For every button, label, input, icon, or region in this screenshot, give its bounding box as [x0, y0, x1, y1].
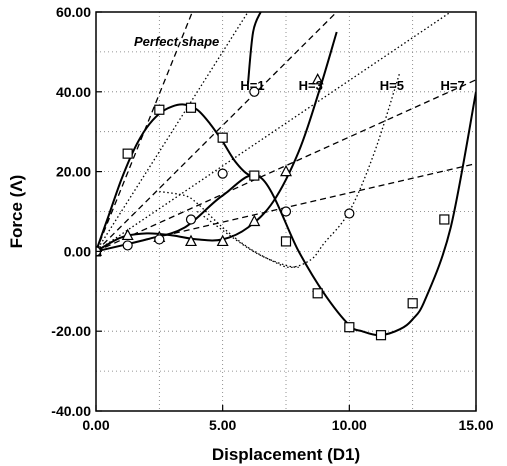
y-tick-label: 60.00	[56, 4, 91, 20]
circle-marker	[280, 206, 292, 217]
series-line-8	[96, 12, 338, 252]
y-axis-label: Force (Λ)	[7, 175, 26, 249]
square-marker	[439, 214, 450, 225]
series-line-11	[96, 12, 249, 252]
y-tick-label: 20.00	[56, 164, 91, 180]
square-marker	[375, 330, 387, 341]
grid	[96, 12, 476, 411]
annotation-label: H=5	[380, 78, 404, 93]
annotation-label: Perfect shape	[134, 34, 219, 49]
square-marker	[407, 298, 418, 309]
triangle-marker	[311, 73, 324, 85]
marker-layer	[96, 73, 450, 341]
y-tick-label: 40.00	[56, 84, 91, 100]
x-tick-label: 10.00	[332, 417, 367, 433]
series-line-7	[96, 12, 193, 252]
triangle-marker	[121, 228, 134, 241]
triangle-marker	[216, 234, 229, 247]
triangle-marker	[248, 214, 261, 227]
annotation-label: H=7	[441, 78, 465, 93]
square-marker	[217, 132, 228, 143]
annotation-label: H=3	[299, 78, 323, 93]
circle-marker	[122, 240, 133, 251]
square-marker	[280, 236, 292, 247]
square-marker	[312, 288, 323, 299]
x-tick-label: 5.00	[209, 417, 236, 433]
annotations: Perfect shape H=1 H=3 H=5 H=7	[134, 34, 465, 93]
y-tick-label: 0.00	[64, 243, 91, 259]
x-tick-label: 15.00	[458, 417, 493, 433]
square-marker	[122, 148, 133, 159]
x-axis-label: Displacement (D1)	[212, 445, 360, 464]
series-line-4	[247, 12, 262, 84]
circle-marker	[217, 168, 228, 179]
circle-marker	[249, 86, 260, 97]
triangle-marker	[185, 234, 197, 247]
square-marker	[154, 104, 165, 115]
triangle-marker	[280, 164, 292, 177]
circle-marker	[154, 234, 165, 245]
circle-marker	[185, 214, 197, 225]
series-line-1	[96, 103, 261, 252]
square-marker	[185, 102, 197, 113]
y-tick-label: -20.00	[51, 323, 91, 339]
x-tick-label: 0.00	[82, 417, 109, 433]
y-tick-label: -40.00	[51, 403, 91, 419]
series-line-5	[159, 71, 401, 269]
circle-marker	[344, 208, 355, 219]
plot-frame	[95, 11, 477, 412]
series-line-6	[196, 210, 299, 269]
square-marker	[344, 322, 355, 333]
square-marker	[249, 170, 260, 181]
series-line-12	[96, 12, 452, 252]
series-line-2	[96, 31, 338, 253]
axes: 0.00 5.00 10.00 15.00 -40.00 -20.00 0.00 20.00 4…	[51, 4, 493, 433]
annotation-label: H=1	[240, 78, 264, 93]
